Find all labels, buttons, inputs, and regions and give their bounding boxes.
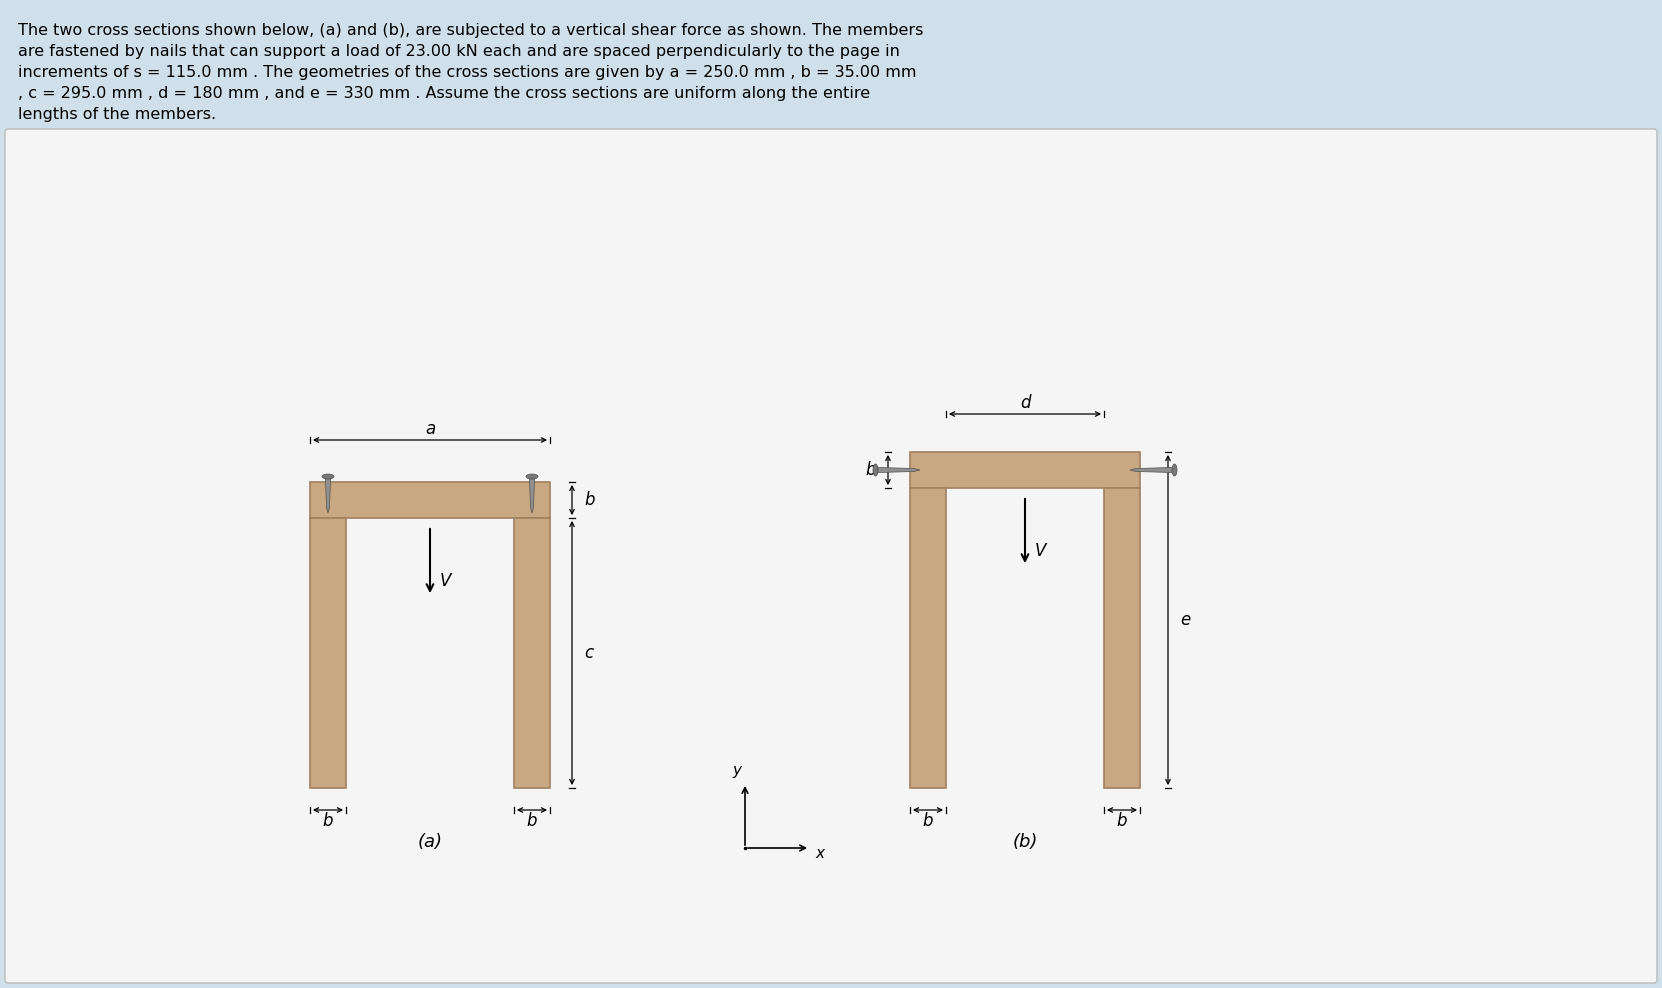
Text: increments of s = 115.0 mm . The geometries of the cross sections are given by a: increments of s = 115.0 mm . The geometr…	[18, 65, 916, 80]
Ellipse shape	[322, 474, 334, 479]
Bar	[514, 518, 550, 788]
Ellipse shape	[525, 474, 538, 479]
Text: are fastened by nails that can support a load of 23.00 kN each and are spaced pe: are fastened by nails that can support a…	[18, 44, 899, 59]
Text: b: b	[527, 812, 537, 830]
Bar	[911, 488, 946, 788]
Polygon shape	[326, 479, 331, 513]
Text: c: c	[583, 644, 593, 662]
Text: , c = 295.0 mm , d = 180 mm , and e = 330 mm . Assume the cross sections are uni: , c = 295.0 mm , d = 180 mm , and e = 33…	[18, 86, 871, 101]
Text: b: b	[322, 812, 334, 830]
Text: V: V	[440, 572, 452, 590]
Text: e: e	[1180, 611, 1190, 629]
Bar	[1104, 488, 1140, 788]
Text: The two cross sections shown below, (a) and (b), are subjected to a vertical she: The two cross sections shown below, (a) …	[18, 23, 924, 38]
Ellipse shape	[873, 464, 878, 476]
Text: x: x	[814, 846, 824, 861]
Ellipse shape	[1172, 464, 1177, 476]
Bar	[311, 518, 346, 788]
Text: b: b	[922, 812, 934, 830]
Text: b: b	[583, 491, 595, 509]
FancyBboxPatch shape	[5, 129, 1657, 983]
Text: y: y	[733, 763, 741, 778]
Bar	[911, 452, 1140, 488]
Text: b: b	[1117, 812, 1127, 830]
Text: (a): (a)	[417, 833, 442, 851]
Polygon shape	[1130, 467, 1172, 472]
Text: d: d	[1020, 394, 1030, 412]
Text: V: V	[1035, 542, 1047, 560]
Text: b: b	[866, 461, 876, 479]
Text: lengths of the members.: lengths of the members.	[18, 107, 216, 122]
Polygon shape	[530, 479, 535, 513]
Polygon shape	[878, 467, 921, 472]
Text: (b): (b)	[1012, 833, 1037, 851]
Bar	[311, 482, 550, 518]
Text: a: a	[425, 420, 435, 438]
